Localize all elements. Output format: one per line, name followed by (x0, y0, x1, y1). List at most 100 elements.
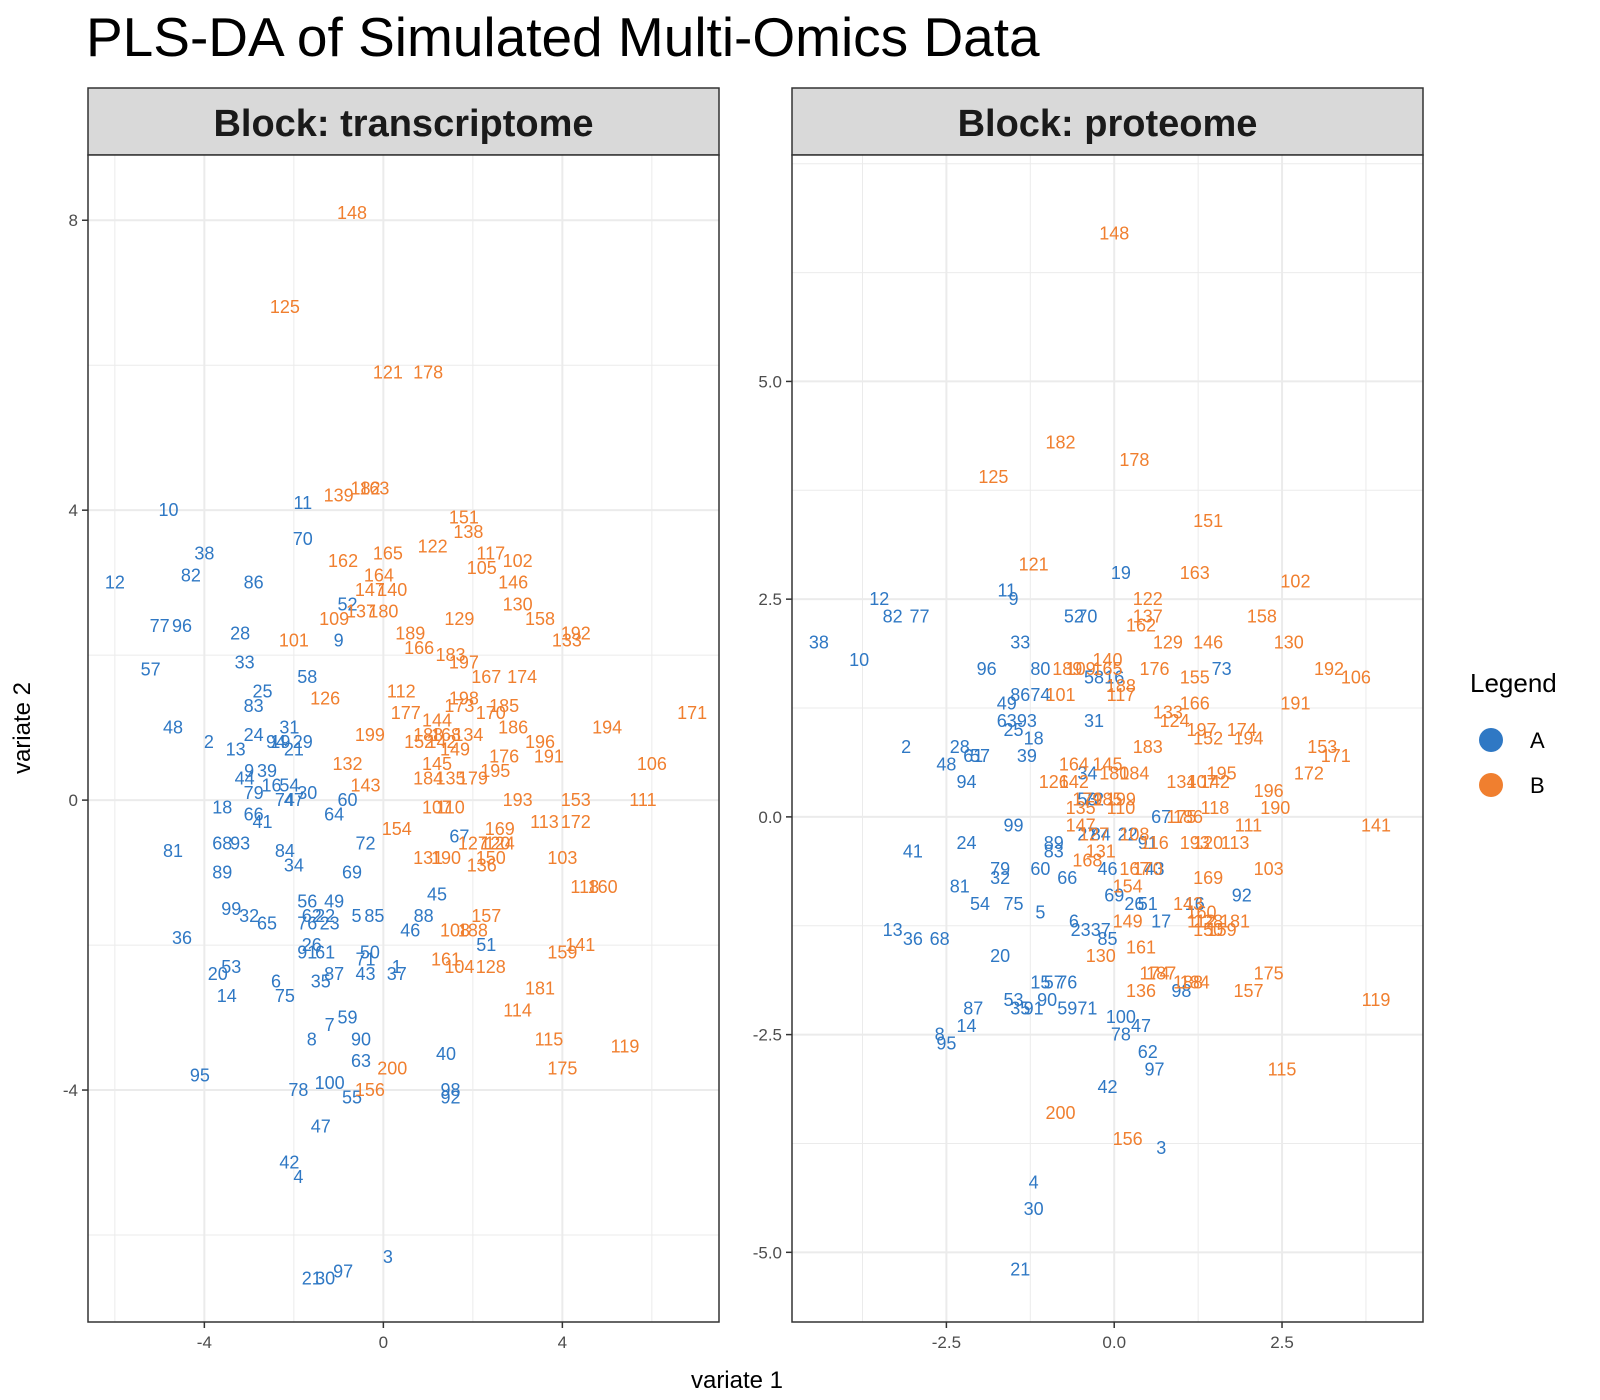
point-label: 146 (1193, 633, 1223, 653)
panel-title: Block: transcriptome (213, 103, 593, 145)
point-label: 33 (235, 652, 255, 672)
point-label: 25 (253, 681, 273, 701)
point-label: 173 (444, 696, 474, 716)
point-label: 93 (230, 834, 250, 854)
point-label: 19 (270, 732, 290, 752)
point-label: 62 (1138, 1042, 1158, 1062)
point-label: 14 (957, 1016, 977, 1036)
point-label: 117 (476, 544, 505, 564)
x-tick-label: 0 (379, 1333, 388, 1352)
point-label: 130 (503, 594, 533, 614)
point-label: 166 (1180, 694, 1210, 714)
point-label: 127 (1079, 824, 1109, 844)
point-label: 22 (315, 906, 335, 926)
point-label: 24 (244, 725, 264, 745)
point-label: 47 (311, 1116, 331, 1136)
point-label: 188 (1106, 676, 1136, 696)
point-label: 19 (1111, 563, 1131, 583)
point-label: 32 (239, 906, 259, 926)
point-label: 131 (1086, 842, 1116, 862)
point-label: 112 (387, 681, 416, 701)
point-label: 64 (324, 805, 344, 825)
point-label: 140 (377, 580, 407, 600)
point-label: 69 (1104, 885, 1124, 905)
point-label: 151 (1193, 511, 1223, 531)
legend-key-b (1479, 773, 1503, 797)
point-label: 33 (1010, 633, 1030, 653)
point-label: 75 (1004, 894, 1024, 914)
y-tick-label: -5.0 (753, 1243, 782, 1262)
point-label: 160 (1186, 903, 1216, 923)
point-label: 121 (1019, 554, 1049, 574)
point-label: 5 (1035, 903, 1045, 923)
point-label: 175 (547, 1058, 577, 1078)
point-label: 97 (1144, 1059, 1164, 1079)
point-label: 112 (1187, 911, 1216, 931)
point-label: 157 (1233, 981, 1263, 1001)
point-label: 65 (257, 913, 277, 933)
point-label: 127 (458, 834, 488, 854)
point-label: 14 (217, 986, 237, 1006)
point-label: 116 (1140, 833, 1169, 853)
point-label: 77 (150, 616, 170, 636)
point-label: 101 (279, 631, 309, 651)
point-label: 30 (315, 1269, 335, 1289)
point-label: 82 (883, 607, 903, 627)
point-label: 171 (677, 703, 707, 723)
point-label: 140 (1092, 650, 1122, 670)
point-label: 149 (1113, 911, 1143, 931)
point-label: 200 (377, 1058, 407, 1078)
point-label: 91 (1024, 998, 1044, 1018)
point-label: 185 (1092, 789, 1122, 809)
point-label: 166 (404, 638, 434, 658)
point-label: 136 (1126, 981, 1156, 1001)
point-label: 118 (1201, 798, 1230, 818)
point-label: 63 (997, 711, 1017, 731)
point-label: 176 (489, 747, 519, 767)
point-label: 193 (1180, 833, 1210, 853)
y-tick-label: 2.5 (758, 590, 782, 609)
point-label: 110 (1107, 798, 1136, 818)
point-label: 150 (476, 848, 506, 868)
point-label: 87 (963, 998, 983, 1018)
point-label: 164 (1059, 755, 1089, 775)
point-label: 198 (449, 689, 479, 709)
point-label: 60 (338, 790, 358, 810)
point-label: 13 (883, 920, 903, 940)
point-label: 31 (279, 718, 299, 738)
point-label: 162 (328, 551, 358, 571)
point-label: 135 (435, 768, 465, 788)
point-label: 125 (270, 297, 300, 317)
point-label: 3 (1156, 1138, 1166, 1158)
point-label: 104 (444, 957, 474, 977)
point-label: 184 (413, 768, 443, 788)
point-label: 199 (355, 725, 385, 745)
point-label: 148 (337, 203, 367, 223)
point-label: 41 (903, 842, 923, 862)
point-label: 9 (1009, 589, 1019, 609)
point-label: 86 (1010, 685, 1030, 705)
point-label: 129 (444, 609, 474, 629)
point-label: 106 (1341, 668, 1371, 688)
point-label: 143 (350, 776, 380, 796)
point-label: 27 (1077, 824, 1097, 844)
point-label: 39 (1017, 746, 1037, 766)
point-label: 61 (315, 942, 335, 962)
point-label: 5 (352, 906, 362, 926)
point-label: 182 (350, 478, 380, 498)
point-label: 159 (1207, 920, 1237, 940)
point-label: 34 (284, 855, 304, 875)
point-label: 84 (275, 841, 295, 861)
point-label: 20 (990, 946, 1010, 966)
point-label: 160 (588, 877, 618, 897)
point-label: 94 (266, 732, 286, 752)
point-label: 28 (230, 623, 250, 643)
point-label: 38 (809, 633, 829, 653)
point-label: 81 (163, 841, 183, 861)
point-label: 17 (1151, 911, 1171, 931)
point-label: 167 (471, 667, 501, 687)
point-label: 35 (311, 971, 331, 991)
point-label: 102 (503, 551, 533, 571)
